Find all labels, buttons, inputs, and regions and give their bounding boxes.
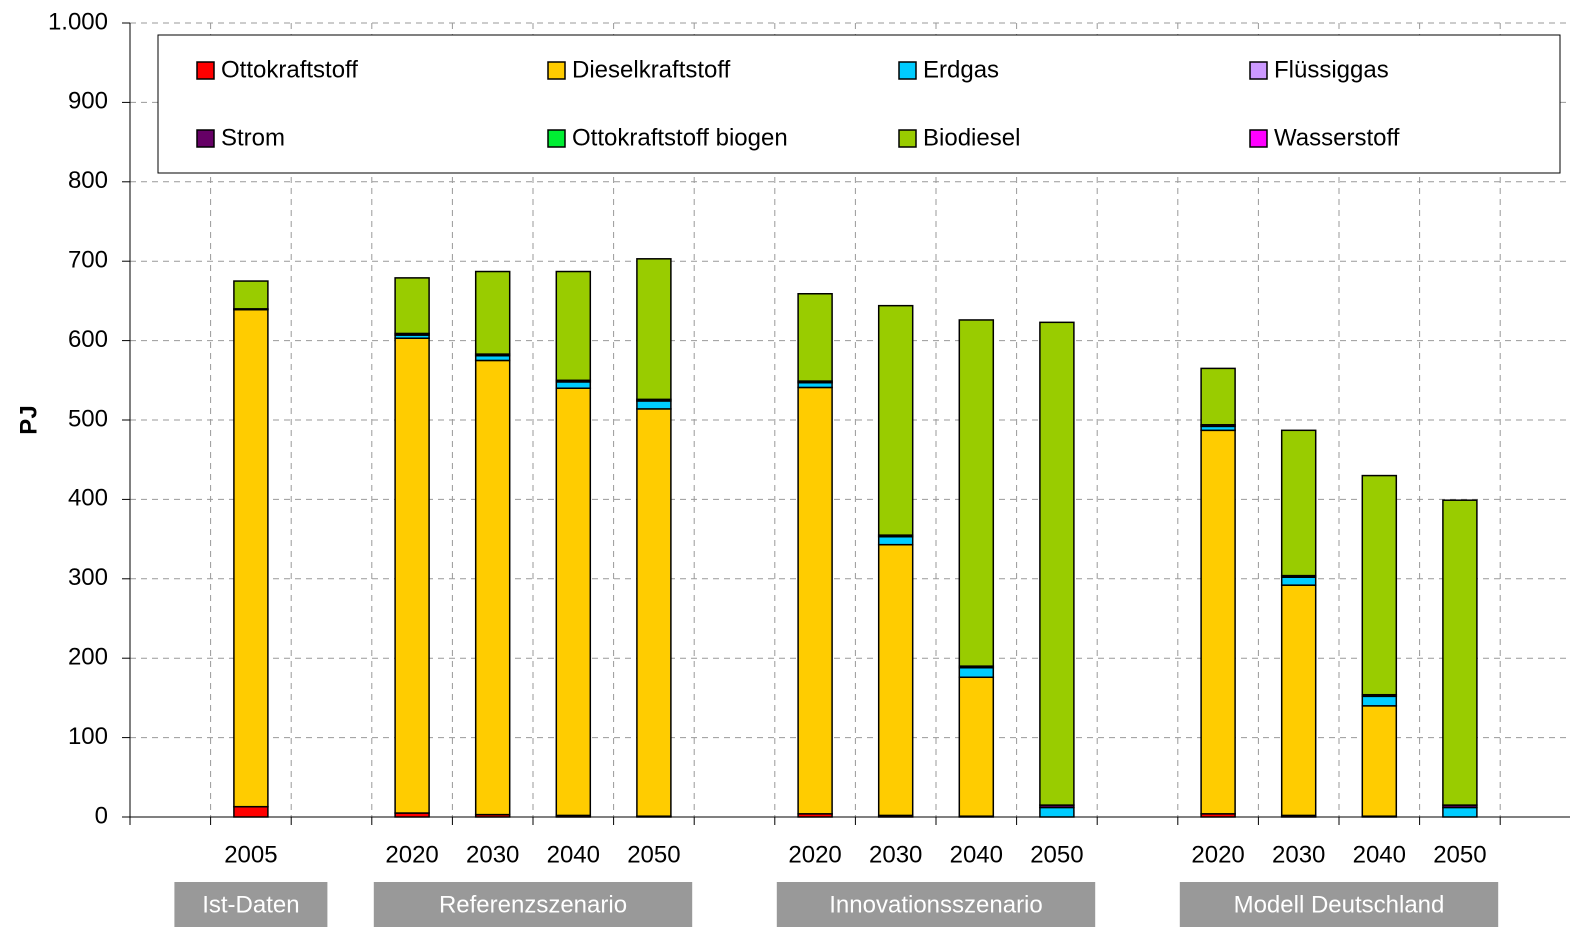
legend-swatch <box>196 129 215 148</box>
bar-segment <box>1200 429 1236 815</box>
x-tick-label: 2050 <box>627 841 680 868</box>
bar-segment <box>797 293 833 382</box>
x-tick-label: 2020 <box>1191 841 1244 868</box>
legend-swatch <box>1249 61 1268 80</box>
bar-segment <box>958 319 995 667</box>
x-tick-label: 2040 <box>547 841 600 868</box>
bar-segment <box>555 387 592 817</box>
bar-segment <box>1442 499 1478 806</box>
x-tick-label: 2005 <box>224 841 277 868</box>
bar-segment <box>1361 695 1398 707</box>
legend-label: Flüssiggas <box>1274 56 1389 83</box>
x-tick-label: 2030 <box>466 841 519 868</box>
bar-segment <box>555 381 592 389</box>
y-tick-label: 900 <box>68 88 108 115</box>
x-tick-label: 2020 <box>788 841 841 868</box>
bar-segment <box>636 408 672 817</box>
bar-segment <box>877 543 914 817</box>
group-box <box>174 882 328 927</box>
bar-segment <box>1039 806 1075 818</box>
y-tick-label: 100 <box>68 723 108 750</box>
bar-segment <box>233 308 269 808</box>
group-box <box>373 882 693 927</box>
group-box <box>776 882 1096 927</box>
legend-swatch <box>547 61 566 80</box>
legend-swatch <box>898 129 917 148</box>
bar-segment <box>233 280 269 310</box>
bar-segment <box>958 676 995 817</box>
y-tick-label: 1.000 <box>48 8 108 35</box>
y-tick-label: 300 <box>68 564 108 591</box>
bar-segment <box>1442 806 1478 818</box>
bar-segment <box>555 270 592 382</box>
bar-segment <box>394 337 430 814</box>
bar-segment <box>958 666 995 679</box>
x-tick-label: 2040 <box>1353 841 1406 868</box>
bar-segment <box>636 400 672 410</box>
x-tick-label: 2020 <box>385 841 438 868</box>
legend-label: Wasserstoff <box>1274 124 1400 151</box>
legend-label: Strom <box>221 124 285 151</box>
y-tick-label: 800 <box>68 167 108 194</box>
bar-segment <box>1200 367 1236 426</box>
bar-segment <box>1039 321 1075 806</box>
bar-segment <box>233 805 269 818</box>
legend-label: Erdgas <box>923 56 999 83</box>
bar-segment <box>474 359 511 816</box>
bar-segment <box>474 270 511 355</box>
legend-swatch <box>1249 129 1268 148</box>
legend-swatch <box>196 61 215 80</box>
x-tick-label: 2030 <box>869 841 922 868</box>
group-label: Ist-Daten <box>202 891 299 918</box>
y-tick-label: 500 <box>68 405 108 432</box>
bar-segment <box>1280 584 1317 817</box>
legend-box <box>157 34 1561 174</box>
y-tick-label: 700 <box>68 247 108 274</box>
y-tick-label: 200 <box>68 644 108 671</box>
group-label: Referenzszenario <box>439 891 627 918</box>
bar-segment <box>1361 705 1398 817</box>
group-box <box>1179 882 1499 927</box>
group-label: Modell Deutschland <box>1234 891 1445 918</box>
x-tick-label: 2040 <box>950 841 1003 868</box>
legend-label: Ottokraftstoff <box>221 56 358 83</box>
y-tick-label: 600 <box>68 326 108 353</box>
bar-segment <box>877 535 914 546</box>
x-tick-label: 2050 <box>1030 841 1083 868</box>
bar-segment <box>1280 576 1317 586</box>
bar-segment <box>1280 429 1317 577</box>
x-tick-label: 2030 <box>1272 841 1325 868</box>
bar-segment <box>877 304 914 536</box>
group-label: Innovationsszenario <box>829 891 1042 918</box>
y-tick-label: 0 <box>95 802 108 829</box>
legend-label: Biodiesel <box>923 124 1020 151</box>
legend-label: Ottokraftstoff biogen <box>572 124 788 151</box>
y-tick-label: 400 <box>68 485 108 512</box>
bar-segment <box>797 386 833 815</box>
x-tick-label: 2050 <box>1433 841 1486 868</box>
legend-label: Dieselkraftstoff <box>572 56 731 83</box>
legend-swatch <box>547 129 566 148</box>
bar-segment <box>636 258 672 401</box>
legend-swatch <box>898 61 917 80</box>
y-axis-label: PJ <box>15 405 42 434</box>
bar-segment <box>1361 474 1398 696</box>
bar-segment <box>394 277 430 335</box>
